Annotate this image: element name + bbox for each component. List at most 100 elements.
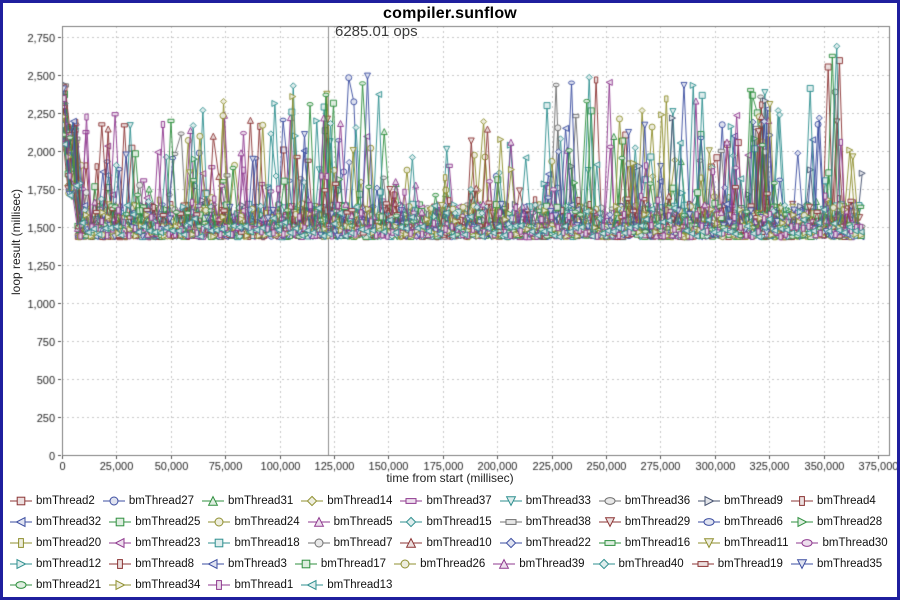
legend-label: bmThread25 — [135, 515, 201, 528]
legend-item-bmThread17: bmThread17 — [294, 555, 386, 572]
legend-label: bmThread37 — [426, 494, 492, 507]
square-marker-icon — [208, 538, 231, 547]
legend-item-bmThread21: bmThread21 — [9, 576, 101, 593]
legend-item-bmThread33: bmThread33 — [499, 492, 591, 509]
legend-label: bmThread21 — [36, 578, 102, 591]
triangle-down-marker-icon — [598, 516, 621, 527]
diamond-marker-icon — [499, 537, 522, 548]
legend-label: bmThread4 — [816, 494, 876, 507]
circle-marker-icon — [307, 538, 330, 547]
legend-label: bmThread28 — [816, 515, 883, 528]
legend-item-bmThread15: bmThread15 — [399, 513, 492, 530]
legend-item-bmThread5: bmThread5 — [307, 513, 393, 530]
legend-label: bmThread8 — [135, 557, 195, 570]
ellipse-marker-icon — [10, 580, 32, 589]
legend-label: bmThread32 — [36, 515, 102, 528]
legend-label: bmThread2 — [36, 494, 95, 507]
legend-item-bmThread4: bmThread4 — [790, 492, 876, 509]
chart-title: compiler.sunflow — [383, 5, 517, 22]
legend-label: bmThread10 — [426, 536, 492, 549]
ellipse-marker-icon — [698, 517, 721, 526]
triangle-left-marker-icon — [202, 558, 225, 569]
legend-label: bmThread22 — [525, 536, 591, 549]
legend-item-bmThread16: bmThread16 — [598, 534, 690, 551]
rect-v-marker-icon — [10, 537, 32, 548]
rect-v-marker-icon — [208, 579, 231, 590]
triangle-left-marker-icon — [10, 516, 32, 527]
triangle-up-marker-icon — [202, 495, 225, 506]
legend-label: bmThread17 — [320, 557, 387, 570]
legend-label: bmThread12 — [36, 557, 102, 570]
legend-item-bmThread1: bmThread1 — [207, 576, 293, 593]
legend-label: bmThread5 — [333, 515, 393, 528]
chart-canvas — [3, 3, 897, 489]
legend-item-bmThread22: bmThread22 — [499, 534, 591, 551]
legend-label: bmThread31 — [228, 494, 294, 507]
legend-item-bmThread6: bmThread6 — [697, 513, 783, 530]
legend-item-bmThread23: bmThread23 — [108, 534, 200, 551]
legend-item-bmThread37: bmThread37 — [399, 492, 492, 509]
legend-label: bmThread14 — [327, 494, 393, 507]
x-axis-title: time from start (millisec) — [386, 471, 514, 485]
legend-label: bmThread1 — [234, 578, 294, 591]
triangle-right-marker-icon — [698, 495, 721, 506]
legend-item-bmThread9: bmThread9 — [697, 492, 783, 509]
legend-item-bmThread8: bmThread8 — [108, 555, 194, 572]
triangle-left-marker-icon — [301, 579, 324, 590]
legend-item-bmThread12: bmThread12 — [9, 555, 101, 572]
circle-marker-icon — [208, 517, 231, 526]
ellipse-marker-icon — [598, 496, 621, 505]
circle-marker-icon — [102, 496, 125, 505]
legend-label: bmThread11 — [724, 536, 789, 549]
legend-item-bmThread34: bmThread34 — [108, 576, 200, 593]
circle-marker-icon — [394, 559, 417, 568]
rect-v-marker-icon — [109, 558, 132, 569]
rect-v-marker-icon — [790, 495, 813, 506]
legend-item-bmThread32: bmThread32 — [9, 513, 101, 530]
triangle-up-marker-icon — [307, 516, 330, 527]
diamond-marker-icon — [592, 558, 615, 569]
legend-item-bmThread40: bmThread40 — [592, 555, 684, 572]
legend-item-bmThread39: bmThread39 — [492, 555, 585, 572]
legend-label: bmThread30 — [822, 536, 888, 549]
triangle-right-marker-icon — [109, 579, 132, 590]
triangle-right-marker-icon — [10, 558, 32, 569]
legend-item-bmThread19: bmThread19 — [691, 555, 783, 572]
legend-item-bmThread11: bmThread11 — [697, 534, 788, 551]
legend-item-bmThread35: bmThread35 — [790, 555, 882, 572]
legend-label: bmThread20 — [36, 536, 102, 549]
legend-item-bmThread2: bmThread2 — [9, 492, 95, 509]
triangle-down-marker-icon — [499, 495, 522, 506]
legend-label: bmThread38 — [525, 515, 591, 528]
legend-item-bmThread18: bmThread18 — [207, 534, 300, 551]
legend-label: bmThread29 — [624, 515, 691, 528]
legend-label: bmThread15 — [426, 515, 492, 528]
diamond-marker-icon — [400, 516, 423, 527]
legend-item-bmThread38: bmThread38 — [499, 513, 591, 530]
legend-item-bmThread3: bmThread3 — [201, 555, 287, 572]
square-marker-icon — [109, 517, 132, 526]
ellipse-marker-icon — [796, 538, 819, 547]
legend-label: bmThread3 — [228, 557, 287, 570]
legend-label: bmThread23 — [135, 536, 201, 549]
legend-label: bmThread36 — [624, 494, 691, 507]
square-marker-icon — [294, 559, 317, 568]
legend-item-bmThread14: bmThread14 — [300, 492, 392, 509]
diamond-marker-icon — [301, 495, 324, 506]
legend-label: bmThread27 — [128, 494, 195, 507]
square-marker-icon — [10, 496, 32, 505]
triangle-left-marker-icon — [109, 537, 132, 548]
ops-annotation: 6285.01 ops — [335, 23, 418, 40]
legend-label: bmThread39 — [519, 557, 585, 570]
legend-item-bmThread25: bmThread25 — [108, 513, 200, 530]
triangle-up-marker-icon — [400, 537, 423, 548]
legend: bmThread2 bmThread27 bmThread31 bmThread14 b… — [9, 492, 891, 593]
legend-label: bmThread9 — [724, 494, 783, 507]
rect-h-marker-icon — [598, 539, 621, 546]
legend-label: bmThread7 — [333, 536, 393, 549]
legend-item-bmThread26: bmThread26 — [393, 555, 485, 572]
triangle-up-marker-icon — [493, 558, 516, 569]
legend-item-bmThread30: bmThread30 — [795, 534, 888, 551]
y-axis-title: loop result (millisec) — [9, 188, 23, 296]
